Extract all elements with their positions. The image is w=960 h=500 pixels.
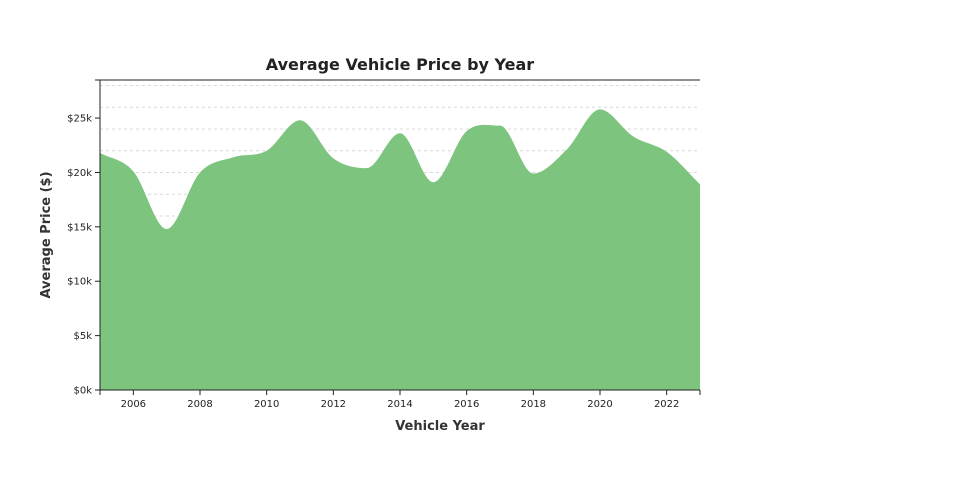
y-tick-label: $15k: [67, 222, 92, 233]
x-tick-label: 2022: [654, 399, 679, 410]
x-tick-label: 2020: [587, 399, 612, 410]
chart-title: Average Vehicle Price by Year: [266, 55, 535, 74]
axes: 2006 2008 2010 2012 2014 2016 2018 2020 2022 $0k $…: [67, 79, 701, 410]
y-axis-title: Average Price ($): [39, 171, 54, 298]
y-tick-label: $10k: [67, 277, 92, 288]
y-tick-label: $5k: [73, 331, 92, 342]
x-tick-label: 2018: [521, 399, 546, 410]
y-tick-label: $0k: [73, 386, 92, 397]
x-axis-title: Vehicle Year: [395, 419, 485, 434]
x-tick-label: 2010: [254, 399, 279, 410]
x-tick-label: 2006: [121, 399, 146, 410]
x-tick-label: 2016: [454, 399, 479, 410]
area-series: [100, 109, 700, 391]
x-tick-label: 2008: [187, 399, 212, 410]
y-tick-label: $25k: [67, 114, 92, 125]
y-tick-label: $20k: [67, 168, 92, 179]
x-tick-label: 2012: [321, 399, 346, 410]
x-tick-label: 2014: [387, 399, 412, 410]
